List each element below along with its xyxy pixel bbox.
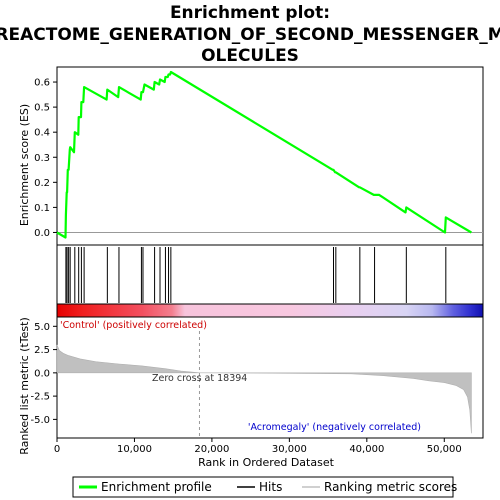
es-ylabel: Enrichment score (ES) bbox=[18, 104, 31, 226]
title-line-2: REACTOME_GENERATION_OF_SECOND_MESSENGER_… bbox=[0, 25, 500, 45]
metric-area bbox=[56, 344, 472, 434]
metric-xtick-label: 0 bbox=[54, 444, 60, 455]
es-ytick-label: 0.5 bbox=[34, 103, 50, 114]
metric-xtick-label: 50,000 bbox=[427, 444, 462, 455]
legend-es-label: Enrichment profile bbox=[101, 480, 212, 494]
positive-correlation-label: 'Control' (positively correlated) bbox=[60, 320, 207, 331]
negative-correlation-label: 'Acromegaly' (negatively correlated) bbox=[248, 422, 421, 433]
legend-metric-label: Ranking metric scores bbox=[324, 480, 457, 494]
title-line-1: Enrichment plot: bbox=[170, 3, 330, 23]
legend-box bbox=[72, 476, 454, 498]
es-ytick-label: 0.2 bbox=[34, 178, 50, 189]
metric-ytick-label: 0.0 bbox=[34, 368, 50, 379]
metric-xtick-label: 40,000 bbox=[349, 444, 384, 455]
es-ytick-label: 0.4 bbox=[34, 128, 50, 139]
enrichment-score-panel: 0.0 0.1 0.2 0.3 0.4 0.5 0.6 bbox=[34, 66, 484, 246]
metric-ytick-label: 2.5 bbox=[34, 345, 50, 356]
es-curve bbox=[56, 70, 472, 239]
legend-hits-label: Hits bbox=[259, 480, 282, 494]
es-ytick-label: 0.3 bbox=[34, 153, 50, 164]
es-ytick-label: 0.1 bbox=[34, 203, 50, 214]
zero-cross-label: Zero cross at 18394 bbox=[152, 373, 247, 384]
metric-ytick-label: 5.0 bbox=[34, 322, 50, 333]
metric-ytick-label: -5.0 bbox=[30, 415, 50, 426]
ranked-list-colorbar bbox=[56, 303, 484, 318]
metric-xtick-label: 30,000 bbox=[272, 444, 307, 455]
es-plot-frame bbox=[56, 66, 484, 246]
hits-panel bbox=[56, 244, 484, 318]
legend: Enrichment profile Hits Ranking metric s… bbox=[72, 476, 457, 498]
es-ytick-label: 0.6 bbox=[34, 78, 50, 89]
metric-xlabel: Rank in Ordered Dataset bbox=[198, 456, 335, 469]
metric-xtick-label: 10,000 bbox=[117, 444, 152, 455]
ranking-metric-panel: 5.0 2.5 0.0 -2.5 -5.0 0 10,000 20,000 30,000 40,0… bbox=[30, 316, 484, 455]
hits-frame bbox=[56, 244, 484, 305]
title-line-3: OLECULES bbox=[201, 46, 299, 66]
metric-xtick-label: 20,000 bbox=[194, 444, 229, 455]
es-ytick-label: 0.0 bbox=[34, 228, 50, 239]
metric-ylabel: Ranked list metric (tTest) bbox=[18, 317, 31, 454]
metric-ytick-label: -2.5 bbox=[30, 392, 50, 403]
